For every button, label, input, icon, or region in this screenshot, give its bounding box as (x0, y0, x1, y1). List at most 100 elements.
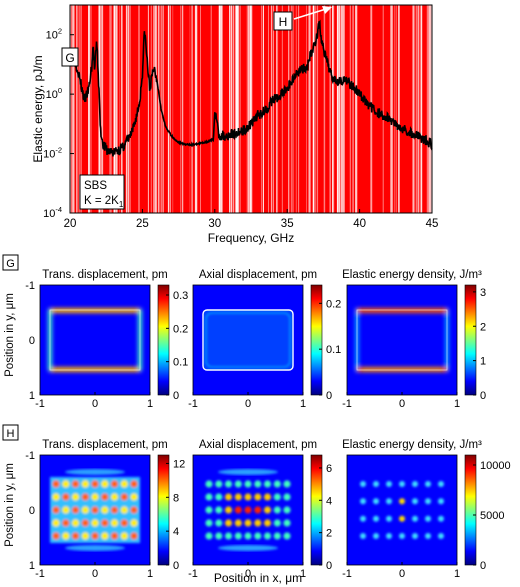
svg-text:H: H (7, 428, 15, 440)
spectrum-stripe (218, 5, 220, 213)
heatmap-title: Axial displacement, pm (199, 439, 317, 451)
colorbar-tick-label: 0 (326, 560, 332, 572)
spectrum-stripe (114, 5, 116, 213)
heatmap-x-tick-label: 1 (300, 568, 306, 580)
panel-H-tag: H (2, 424, 19, 441)
spectrum-stripe (313, 5, 315, 213)
spectrum-x-tick-label: 35 (281, 218, 294, 230)
heatmap-title: Axial displacement, pm (199, 269, 317, 281)
heatmap-x-tick-label: 1 (454, 568, 460, 580)
spectrum-y-tick-label: 102 (46, 27, 62, 42)
colorbar-tick-label: 8 (173, 492, 179, 504)
heatmap-x-tick-label: 1 (454, 398, 460, 410)
marker-H-arrow (293, 8, 327, 20)
spectrum-stripe (352, 5, 354, 213)
spectrum-x-tick-label: 25 (136, 218, 149, 230)
spectrum-stripe (73, 5, 75, 213)
marker-G: G (61, 47, 79, 67)
spectrum-stripe (292, 5, 294, 213)
spectrum-stripe (308, 5, 309, 213)
spectrum-stripe (306, 5, 307, 213)
spectrum-stripe (428, 5, 430, 213)
spectrum-stripe (233, 5, 235, 213)
colorbar-tick-label: 0 (173, 390, 179, 402)
colorbar-tick-label: 12 (173, 458, 185, 470)
colorbar (310, 284, 323, 396)
spectrum-stripe (395, 5, 397, 213)
spectrum-stripe (239, 5, 241, 213)
spectrum-stripe (72, 5, 74, 213)
spectrum-stripe (430, 5, 432, 213)
spectrum-stripe (323, 5, 326, 213)
colorbar-tick-label: 1 (480, 356, 486, 368)
spectrum-stripe (288, 5, 290, 213)
heatmap-x-tick-label: 1 (147, 398, 153, 410)
heatmap-grid: Trans. displacement, pm-1 0 1-101 00.10.20.… (25, 269, 510, 580)
spectrum-stripe (155, 5, 158, 213)
spectrum-stripe (342, 5, 345, 213)
spectrum-stripe (420, 5, 423, 213)
spectrum-x-tick-label: 40 (353, 218, 366, 230)
heatmap-x-tick-label: -1 (35, 398, 45, 410)
spectrum-stripe (337, 5, 339, 213)
spectrum-stripe (110, 5, 112, 213)
spectrum-stripe (412, 5, 414, 213)
spectrum-stripe (78, 5, 80, 213)
spectrum-stripe (121, 5, 123, 213)
heatmap-G-2: Axial displacement, pm -1 0 1 0 0.1 0.2 (188, 269, 341, 410)
spectrum-stripe (338, 5, 340, 213)
spectrum-stripe (349, 5, 351, 213)
spectrum-stripe (102, 5, 104, 213)
spectrum-stripe (332, 5, 334, 213)
heatmap-title: Trans. displacement, pm (42, 269, 167, 281)
colorbar-tick-label: 3 (480, 287, 486, 299)
spectrum-stripe (247, 5, 249, 213)
spectrum-stripe (80, 5, 82, 213)
panel-G-tag: G (2, 254, 19, 271)
heatmap-x-tick-label: 0 (245, 398, 251, 410)
spectrum-stripe (150, 5, 152, 213)
spectrum-stripe (90, 5, 92, 213)
heatmap-y-tick-label: 1 (29, 390, 35, 402)
spectrum-stripe (119, 5, 121, 213)
spectrum-stripe (298, 5, 300, 213)
colorbar (310, 454, 323, 566)
spectrum-stripe (426, 5, 428, 213)
heatmap-G-3: Elastic energy density, J/m³ -1 0 1 0 1 2 3 (342, 269, 486, 410)
spectrum-stripe (76, 5, 78, 213)
panel-H-x-axis-label: Position in x, μm (214, 571, 302, 585)
colorbar-tick-label: 0.1 (173, 357, 188, 369)
spectrum-stripe (356, 5, 358, 213)
spectrum-stripe (167, 5, 170, 213)
spectrum-stripe (181, 5, 183, 213)
spectrum-stripe (194, 5, 196, 213)
spectrum-stripe (382, 5, 384, 213)
spectrum-stripe (71, 5, 73, 213)
heatmap-H-2: Axial displacement, pm -1 0 1 0 2 4 6 (188, 439, 332, 580)
spectrum-stripe (333, 5, 335, 213)
marker-H-arrowhead (322, 6, 332, 14)
svg-text:G: G (6, 258, 15, 270)
colorbar (464, 454, 477, 566)
heatmap-x-tick-label: 0 (399, 398, 405, 410)
spectrum-stripe (236, 5, 239, 213)
spectrum-x-ticks: 20 25 30 35 40 45 (64, 209, 438, 230)
spectrum-stripe (398, 5, 400, 213)
spectrum-stripe (250, 5, 253, 213)
spectrum-stripe (270, 5, 273, 213)
spectrum-stripe (116, 5, 118, 213)
spectrum-stripe (154, 5, 156, 213)
spectrum-stripe (415, 5, 417, 213)
heatmap-x-tick-label: 0 (92, 398, 98, 410)
spectrum-stripe (238, 5, 240, 213)
colorbar-tick-label: 4 (173, 526, 179, 538)
panel-G-y-axis-label: Position in y, μm (4, 293, 16, 377)
colorbar-tick-label: 2 (326, 528, 332, 540)
colorbar-tick-label: 0.2 (326, 298, 341, 310)
spectrum-y-ticks: 10-4 10-2 100 102 (43, 27, 74, 220)
colorbar-tick-label: 0 (173, 560, 179, 572)
spectrum-stripe (336, 5, 338, 213)
spectrum-stripe (210, 5, 212, 213)
heatmap-x-tick-label: -1 (188, 398, 198, 410)
spectrum-x-tick-label: 20 (64, 218, 77, 230)
